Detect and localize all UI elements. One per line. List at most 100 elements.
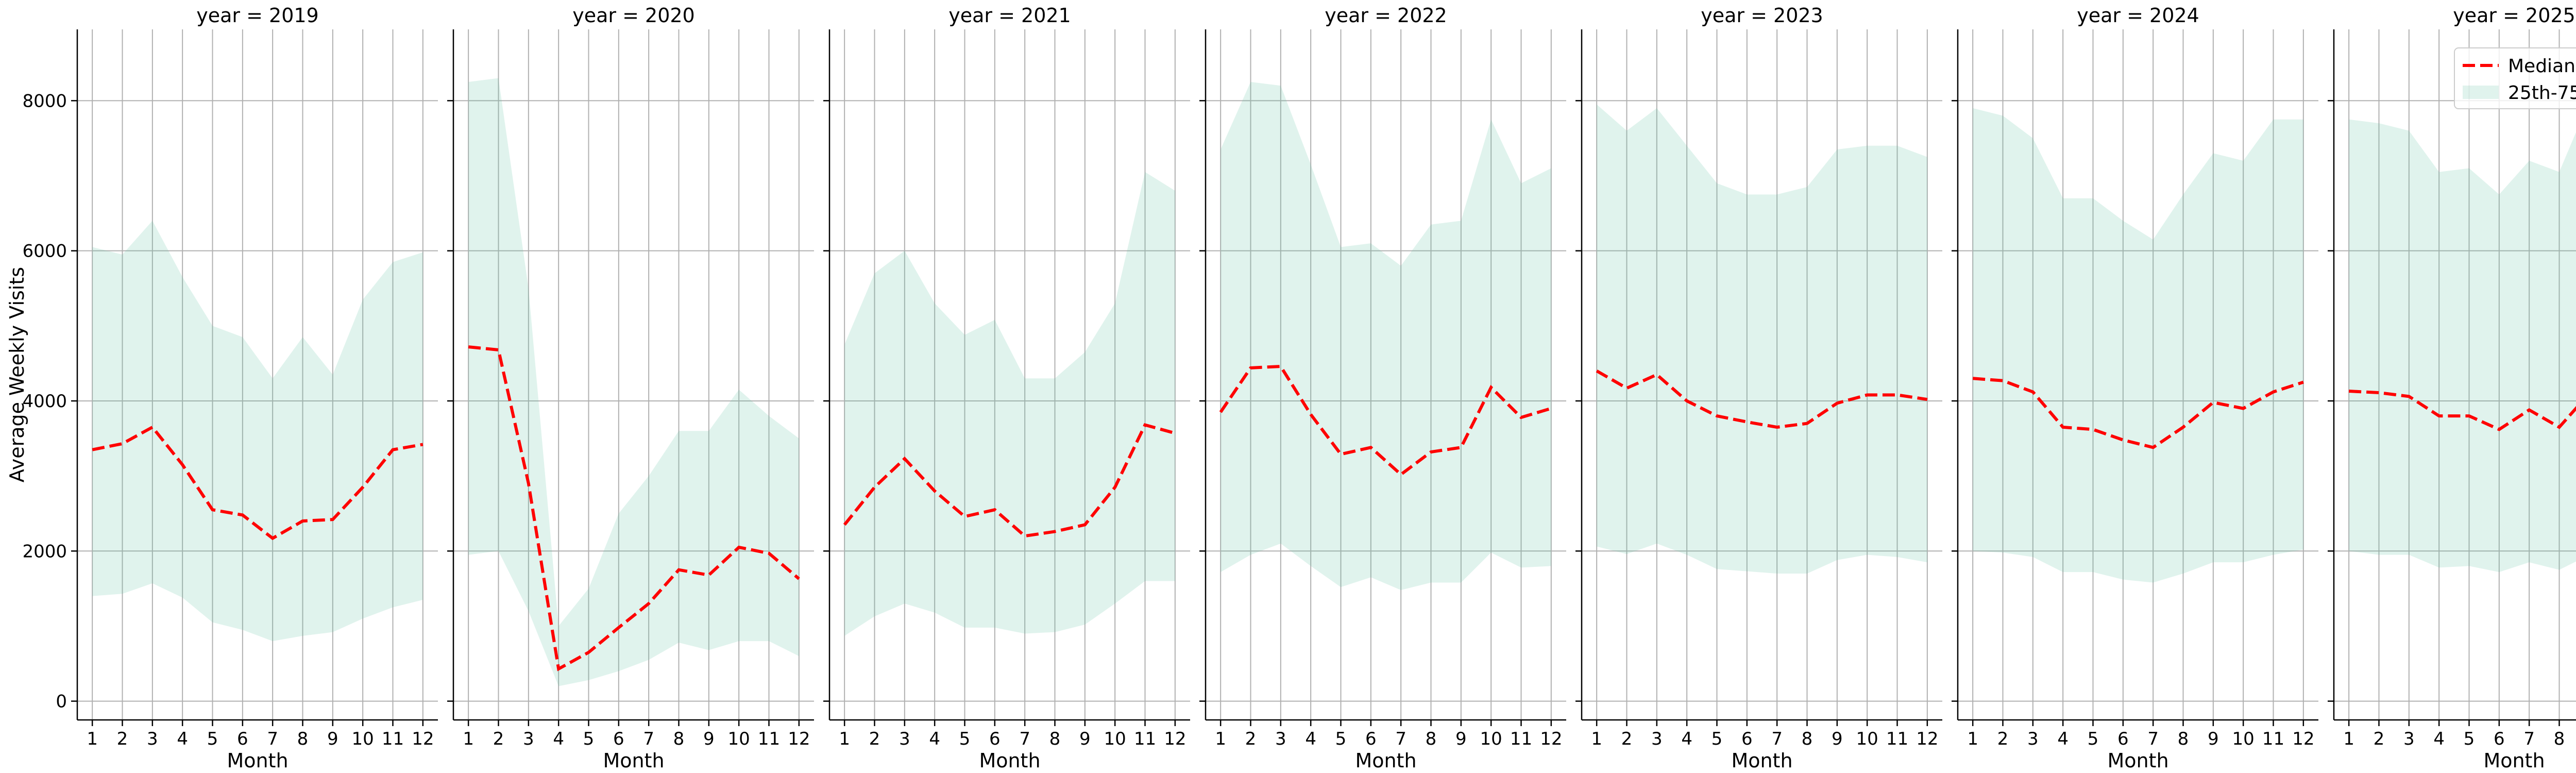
x-axis-label: Month (1355, 749, 1416, 772)
x-tick-label: 9 (1455, 729, 1467, 749)
x-tick-label: 3 (2403, 729, 2415, 749)
x-tick-label: 2 (1997, 729, 2009, 749)
x-tick-label: 1 (1967, 729, 1978, 749)
x-tick-label: 12 (1164, 729, 1186, 749)
x-tick-label: 3 (1651, 729, 1663, 749)
x-tick-label: 3 (2027, 729, 2039, 749)
x-tick-label: 2 (1621, 729, 1633, 749)
x-tick-label: 2 (869, 729, 880, 749)
x-tick-label: 1 (1591, 729, 1602, 749)
x-axis-label: Month (1731, 749, 1792, 772)
legend: Median 25th-75th Percentile (2454, 47, 2576, 109)
x-tick-label: 7 (267, 729, 278, 749)
x-tick-label: 10 (1856, 729, 1878, 749)
x-tick-label: 8 (297, 729, 309, 749)
facet-title: year = 2022 (1325, 4, 1447, 27)
x-tick-label: 8 (2554, 729, 2565, 749)
x-tick-label: 10 (1104, 729, 1126, 749)
x-tick-label: 12 (788, 729, 810, 749)
facet-title: year = 2023 (1701, 4, 1823, 27)
x-tick-label: 4 (2057, 729, 2069, 749)
x-tick-label: 10 (728, 729, 750, 749)
x-tick-label: 2 (2374, 729, 2385, 749)
x-tick-label: 10 (352, 729, 374, 749)
x-tick-label: 3 (1275, 729, 1286, 749)
median-line (1596, 369, 1928, 429)
x-tick-label: 7 (643, 729, 654, 749)
x-tick-label: 1 (463, 729, 474, 749)
x-axis-label: Month (2483, 749, 2545, 772)
x-tick-label: 6 (237, 729, 248, 749)
x-tick-label: 6 (613, 729, 624, 749)
x-tick-label: 1 (839, 729, 850, 749)
x-tick-label: 2 (493, 729, 504, 749)
y-tick-label: 8000 (22, 91, 67, 111)
x-axis-label: Month (603, 749, 664, 772)
x-tick-label: 11 (1510, 729, 1532, 749)
x-tick-label: 3 (523, 729, 534, 749)
median-line (1219, 364, 1552, 477)
x-tick-label: 3 (899, 729, 910, 749)
x-tick-label: 7 (1771, 729, 1783, 749)
x-axis-label: Month (979, 749, 1040, 772)
median-line (468, 345, 800, 671)
x-axis-label: Month (2107, 749, 2168, 772)
y-tick-label: 0 (56, 692, 67, 712)
x-tick-label: 4 (1681, 729, 1692, 749)
x-tick-label: 6 (989, 729, 1001, 749)
x-tick-label: 10 (2232, 729, 2255, 749)
x-tick-label: 2 (1245, 729, 1257, 749)
x-tick-label: 6 (2494, 729, 2505, 749)
x-tick-label: 5 (207, 729, 218, 749)
x-tick-label: 11 (2262, 729, 2284, 749)
median-line (2349, 390, 2576, 431)
percentile-band (1597, 104, 1927, 574)
x-tick-label: 9 (1079, 729, 1091, 749)
facet: year = 2025123456789101112MonthMedian25t… (2328, 4, 2576, 772)
x-tick-label: 9 (2208, 729, 2219, 749)
legend-box (2454, 47, 2576, 109)
median-line (92, 425, 423, 541)
x-axis-label: Month (227, 749, 288, 772)
x-tick-label: 7 (2523, 729, 2535, 749)
facet-title: year = 2020 (572, 4, 694, 27)
facet-title: year = 2021 (948, 4, 1071, 27)
x-tick-label: 4 (177, 729, 188, 749)
x-tick-label: 2 (117, 729, 128, 749)
facet-title: year = 2025 (2453, 4, 2575, 27)
percentile-band (468, 78, 799, 686)
legend-label: 25th-75th Percentile (2508, 82, 2576, 104)
legend-label: Median (2508, 56, 2575, 77)
y-tick-label: 2000 (22, 541, 67, 562)
percentile-band (844, 172, 1175, 636)
y-tick-label: 6000 (22, 241, 67, 262)
x-tick-label: 3 (147, 729, 158, 749)
facet-title: year = 2024 (2077, 4, 2199, 27)
x-tick-label: 4 (929, 729, 940, 749)
x-tick-label: 6 (1741, 729, 1753, 749)
x-tick-label: 5 (1335, 729, 1347, 749)
legend-swatch (2463, 86, 2499, 99)
x-tick-label: 8 (673, 729, 685, 749)
x-tick-label: 7 (1019, 729, 1030, 749)
x-tick-label: 5 (2464, 729, 2475, 749)
facet-title: year = 2019 (196, 4, 318, 27)
x-tick-label: 7 (1395, 729, 1406, 749)
x-tick-label: 11 (1134, 729, 1156, 749)
x-tick-label: 7 (2147, 729, 2159, 749)
x-tick-label: 8 (1426, 729, 1437, 749)
x-tick-label: 6 (2117, 729, 2129, 749)
percentile-band (1221, 81, 1551, 591)
x-tick-label: 4 (553, 729, 564, 749)
x-tick-label: 8 (2178, 729, 2189, 749)
x-tick-label: 12 (2292, 729, 2314, 749)
x-tick-label: 5 (583, 729, 595, 749)
y-axis-label: Average Weekly Visits (6, 267, 28, 482)
x-tick-label: 11 (758, 729, 780, 749)
